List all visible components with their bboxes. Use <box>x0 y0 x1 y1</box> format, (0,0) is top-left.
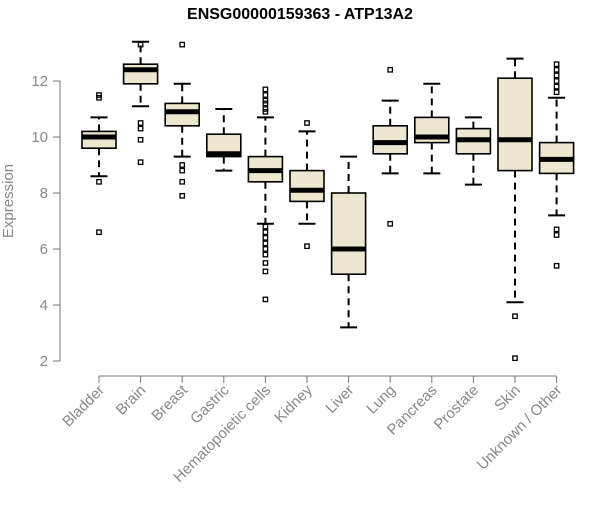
y-tick-label: 4 <box>40 297 48 314</box>
outlier-point <box>553 262 560 269</box>
outlier-point <box>179 192 186 199</box>
y-tick-label: 12 <box>31 73 48 90</box>
box-skin <box>497 57 533 362</box>
box-liver <box>330 155 367 329</box>
box-kidney <box>289 120 325 250</box>
outlier-point <box>179 162 186 168</box>
x-tick-label: Prostate <box>431 382 483 434</box>
outlier-point <box>553 66 560 73</box>
iqr-box <box>372 125 409 155</box>
outlier-point <box>387 220 394 227</box>
outlier-point <box>262 234 269 241</box>
outlier-point <box>96 94 102 101</box>
iqr-box <box>289 169 325 203</box>
iqr-box <box>206 133 242 158</box>
box-hematopoietic-cells <box>247 86 284 303</box>
x-tick-label: Kidney <box>271 381 316 426</box>
outlier-point <box>137 136 144 143</box>
iqr-box <box>164 102 200 127</box>
outlier-point <box>262 229 269 236</box>
outlier-point <box>512 313 518 320</box>
outlier-point <box>262 268 269 275</box>
x-tick-label: Lung <box>363 382 399 418</box>
iqr-box <box>122 63 159 85</box>
outlier-point <box>137 125 144 132</box>
outlier-point <box>512 355 518 362</box>
box-lung <box>372 66 409 227</box>
outlier-point <box>553 72 560 79</box>
outlier-point <box>553 89 560 96</box>
box-prostate <box>455 116 492 186</box>
iqr-box <box>497 77 533 172</box>
box-pancreas <box>413 82 450 175</box>
outlier-point <box>179 178 186 185</box>
outlier-point <box>262 240 269 247</box>
outlier-point <box>262 260 269 266</box>
y-tick-label: 2 <box>40 353 48 370</box>
y-tick-label: 8 <box>40 185 48 202</box>
outlier-point <box>262 108 269 115</box>
box-brain <box>122 40 159 166</box>
outlier-point <box>96 178 102 185</box>
outlier-point <box>262 86 269 93</box>
x-tick-label: Brain <box>113 382 150 419</box>
chart-title: ENSG00000159363 - ATP13A2 <box>187 6 413 23</box>
box-gastric <box>206 108 242 172</box>
outlier-point <box>387 66 394 73</box>
outlier-point <box>553 232 560 238</box>
x-tick-label: Breast <box>148 381 191 424</box>
y-tick-label: 10 <box>31 129 48 146</box>
x-tick-label: Skin <box>491 382 524 415</box>
iqr-box <box>81 130 117 149</box>
outlier-point <box>262 100 269 107</box>
outlier-point <box>262 251 269 258</box>
y-tick-label: 6 <box>40 241 48 258</box>
y-axis: 2 4 6 8 10 12 <box>31 73 61 370</box>
plot-area <box>81 40 575 362</box>
outlier-point <box>262 246 269 252</box>
outlier-point <box>137 41 144 48</box>
outlier-point <box>553 61 560 68</box>
outlier-point <box>553 83 560 90</box>
box-bladder <box>81 92 117 236</box>
outlier-point <box>553 226 560 233</box>
iqr-box <box>330 192 367 275</box>
outlier-point <box>96 229 102 236</box>
outlier-point <box>179 41 186 48</box>
outlier-point <box>262 296 269 303</box>
outlier-point <box>179 167 186 174</box>
y-axis-label: Expression <box>0 164 17 238</box>
outlier-point <box>262 92 269 98</box>
outlier-point <box>137 120 144 126</box>
outlier-point <box>553 78 560 84</box>
outlier-point <box>304 243 310 250</box>
x-tick-label: Liver <box>322 382 357 417</box>
x-tick-label: Bladder <box>59 382 108 431</box>
box-breast <box>164 41 200 199</box>
outlier-point <box>137 159 144 166</box>
outlier-point <box>262 223 269 230</box>
box-unknown-other <box>538 61 575 269</box>
outlier-point <box>304 120 310 126</box>
